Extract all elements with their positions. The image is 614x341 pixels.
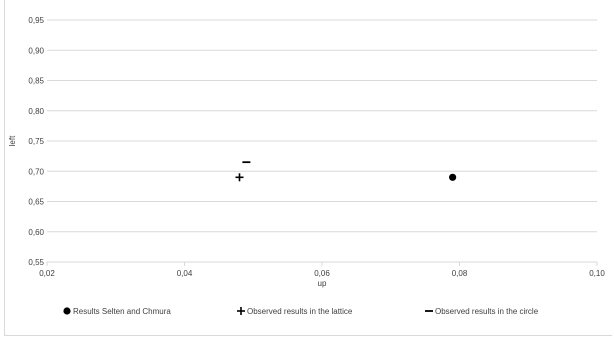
y-tick-label: 0,60 [28,228,44,237]
y-tick-label: 0,75 [28,137,44,146]
chart-area: 0,55 0,60 0,65 0,70 0,75 0,80 0,85 0,90 0,95 0,0… [4,0,612,336]
legend-item: Results Selten and Chmura [63,307,171,316]
y-tick-label: 0,55 [28,258,44,267]
y-tick-label: 0,70 [28,167,44,176]
y-tick-label: 0,85 [28,77,44,86]
legend-label: Observed results in the lattice [247,307,353,316]
x-tick-label: 0,08 [452,269,468,278]
y-tick-label: 0,95 [28,16,44,25]
y-tick-label: 0,80 [28,107,44,116]
x-tick-label: 0,04 [177,269,193,278]
y-axis-title: left [8,135,17,146]
legend-item: Observed results in the circle [425,307,539,316]
x-tick-label: 0,02 [39,269,55,278]
y-tick-label: 0,65 [28,198,44,207]
y-axis-tick-labels: 0,55 0,60 0,65 0,70 0,75 0,80 0,85 0,90 0,95 [28,16,44,267]
legend-marker-circle [63,307,71,315]
legend-label: Observed results in the circle [435,307,539,316]
legend-marker-plus [237,307,245,315]
x-tick-label: 0,06 [314,269,330,278]
data-points [235,161,457,182]
y-tick-label: 0,90 [28,46,44,55]
x-axis-title: up [318,279,327,288]
legend-item: Observed results in the lattice [237,307,353,316]
legend-label: Results Selten and Chmura [73,307,171,316]
x-axis-tick-labels: 0,02 0,04 0,06 0,08 0,10 [39,269,605,278]
legend: Results Selten and Chmura Observed result… [63,307,539,316]
x-tick-label: 0,10 [589,269,605,278]
scatter-chart: 0,55 0,60 0,65 0,70 0,75 0,80 0,85 0,90 0,95 0,0… [8,16,605,316]
data-point-circle [449,173,457,181]
gridlines [46,19,598,266]
data-point-plus [235,173,244,182]
